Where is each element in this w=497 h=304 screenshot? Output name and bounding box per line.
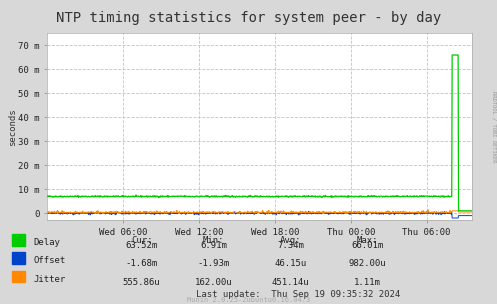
Text: RRDTOOL / TOBI OETIKER: RRDTOOL / TOBI OETIKER xyxy=(491,91,496,163)
Text: Last update:  Thu Sep 19 09:35:32 2024: Last update: Thu Sep 19 09:35:32 2024 xyxy=(196,289,400,299)
Text: Delay: Delay xyxy=(34,238,61,247)
Text: Jitter: Jitter xyxy=(34,275,66,284)
Text: 162.00u: 162.00u xyxy=(195,278,233,287)
Text: -1.93m: -1.93m xyxy=(198,259,230,268)
Text: Offset: Offset xyxy=(34,256,66,265)
Text: 451.14u: 451.14u xyxy=(272,278,310,287)
Text: Max:: Max: xyxy=(357,236,379,245)
Text: Munin 2.0.25-2ubuntu0.16.04.3: Munin 2.0.25-2ubuntu0.16.04.3 xyxy=(187,297,310,303)
Text: NTP timing statistics for system peer - by day: NTP timing statistics for system peer - … xyxy=(56,11,441,25)
Text: 63.52m: 63.52m xyxy=(126,241,158,250)
Text: 46.15u: 46.15u xyxy=(275,259,307,268)
Text: 6.91m: 6.91m xyxy=(200,241,227,250)
Text: 7.34m: 7.34m xyxy=(277,241,304,250)
Text: 66.01m: 66.01m xyxy=(352,241,384,250)
Text: Avg:: Avg: xyxy=(280,236,302,245)
Text: 555.86u: 555.86u xyxy=(123,278,161,287)
Text: -1.68m: -1.68m xyxy=(126,259,158,268)
Text: Cur:: Cur: xyxy=(131,236,153,245)
Text: Min:: Min: xyxy=(203,236,225,245)
Text: 1.11m: 1.11m xyxy=(354,278,381,287)
Y-axis label: seconds: seconds xyxy=(7,108,17,146)
Text: 982.00u: 982.00u xyxy=(349,259,387,268)
